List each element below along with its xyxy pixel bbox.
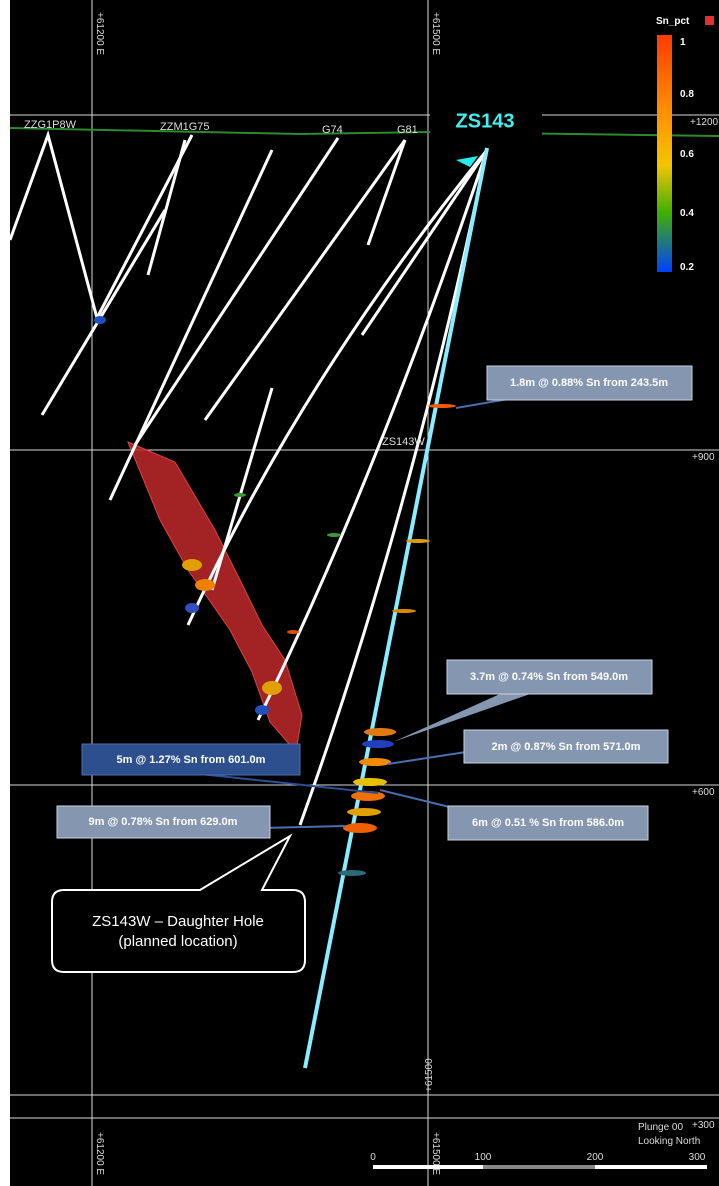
note-box: [51, 833, 306, 973]
intercept: [343, 823, 377, 833]
drill-holes: [8, 130, 489, 1069]
intercepts: [94, 316, 456, 876]
drill-hole: [133, 137, 340, 446]
drill-hole: [146, 139, 187, 276]
callout-text: 1.8m @ 0.88% Sn from 243.5m: [510, 377, 668, 389]
drill-hole: [8, 130, 194, 323]
color-bar: [657, 35, 672, 272]
grid-label: +1200: [690, 117, 719, 128]
intercept: [327, 533, 341, 537]
grid-label: +600: [692, 787, 715, 798]
callout-text: 6m @ 0.51 % Sn from 586.0m: [472, 817, 624, 829]
legend-tick: 0.2: [680, 262, 694, 273]
drill-hole: [210, 387, 274, 591]
intercept: [234, 493, 246, 497]
legend-tick: 0.8: [680, 89, 694, 100]
hole-label: ZZG1P8W: [24, 119, 77, 131]
scale-segment: [373, 1165, 483, 1169]
legend-tick: 0.6: [680, 149, 694, 160]
topography: [9, 127, 719, 137]
pointer: [261, 825, 346, 829]
intercept: [185, 603, 199, 613]
intercept: [347, 808, 381, 816]
drill-hole: [360, 149, 489, 336]
hole-label: G81: [397, 124, 418, 136]
pointer: [199, 773, 379, 794]
legend-title: Sn_pct: [656, 16, 690, 27]
callout-box: [447, 805, 649, 841]
scale-label: 300: [689, 1152, 706, 1163]
grid-label: +900: [692, 452, 715, 463]
drill-hole: [203, 139, 407, 421]
grid-label: +300: [692, 1120, 715, 1131]
drill-hole: [366, 139, 407, 246]
hole-label: ZS143W: [382, 436, 425, 448]
intercept: [353, 778, 387, 786]
legend: Sn_pct 1 0.8 0.6 0.4 0.2: [656, 16, 714, 273]
callout-box: [486, 365, 693, 401]
intercept: [392, 609, 416, 613]
intercept: [195, 579, 215, 591]
note-text: ZS143W – Daughter Hole: [92, 913, 264, 930]
main-label-bg: [430, 100, 542, 146]
hole-label: G74: [322, 124, 343, 136]
scale-label: 0: [370, 1152, 376, 1163]
scale-label: 200: [587, 1152, 604, 1163]
callout-box: [56, 805, 271, 839]
intercept: [94, 316, 106, 324]
callout-text: 5m @ 1.27% Sn from 601.0m: [117, 754, 266, 766]
view-info: Looking North: [638, 1136, 700, 1147]
intercept: [364, 728, 396, 736]
grid-label: +61200 E: [94, 12, 105, 55]
intercept: [262, 681, 282, 695]
pointer: [393, 694, 530, 742]
legend-tick: 1: [680, 37, 686, 48]
scale-label: 100: [475, 1152, 492, 1163]
intercept: [362, 740, 394, 748]
close-icon: [705, 16, 714, 25]
grid-label: +61500: [424, 1058, 435, 1092]
pointer: [387, 751, 467, 765]
note-text: (planned location): [118, 933, 237, 950]
intercept: [255, 705, 269, 715]
callout-text: 2m @ 0.87% Sn from 571.0m: [492, 741, 641, 753]
drill-hole: [40, 209, 167, 416]
callout-box: [463, 729, 669, 764]
view-info: Plunge 00: [638, 1122, 683, 1133]
intercept: [428, 404, 456, 408]
collar: [456, 156, 478, 167]
scale-bar: 0 100 200 300: [370, 1152, 707, 1169]
callout-box: [81, 743, 301, 776]
parent-hole: [303, 147, 489, 1069]
intercept: [338, 870, 366, 876]
grid-label: +61200 E: [94, 1132, 105, 1175]
grid-label: +61500 E: [430, 12, 441, 55]
legend-tick: 0.4: [680, 208, 694, 219]
scale-segment: [483, 1165, 595, 1169]
main-hole-label: ZS143: [456, 110, 515, 132]
scale-segment: [595, 1165, 707, 1169]
callout-box: [446, 659, 653, 695]
intercept: [406, 539, 430, 543]
intercept: [287, 630, 299, 634]
intercept: [359, 758, 391, 766]
callouts: 1.8m @ 0.88% Sn from 243.5m 3.7m @ 0.74%…: [56, 365, 693, 841]
left-margin: [0, 0, 10, 1186]
callout-text: 9m @ 0.78% Sn from 629.0m: [89, 816, 238, 828]
drill-hole: [256, 149, 489, 721]
grid-label: +61500 E: [430, 1132, 441, 1175]
callout-text: 3.7m @ 0.74% Sn from 549.0m: [470, 671, 628, 683]
hole-label: ZZM1G75: [160, 121, 210, 133]
intercept: [182, 559, 202, 571]
